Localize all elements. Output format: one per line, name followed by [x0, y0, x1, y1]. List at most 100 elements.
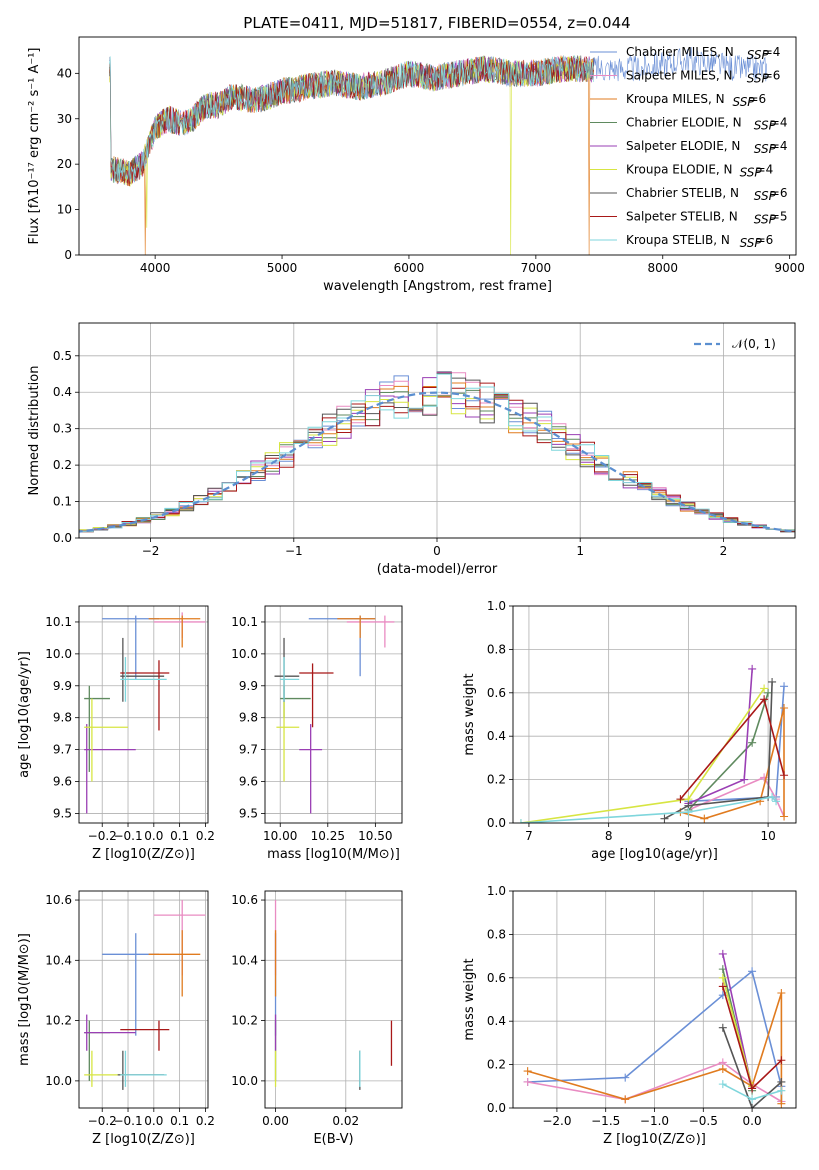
plot-area	[79, 371, 795, 534]
legend-value: =4	[770, 116, 788, 130]
y-tick-label: 9.8	[53, 711, 72, 725]
x-axis-label: mass [log10(M/M⊙)]	[267, 847, 400, 862]
panel-mass-vs-EBV: 0.00 0.02 10.0 10.2 10.4 10.6 E(B-V)	[231, 890, 403, 1147]
legend-label: Kroupa MILES, N	[626, 92, 725, 106]
normal-curve	[79, 391, 795, 533]
weight-marker	[676, 795, 685, 804]
x-tick-label: −0.5	[689, 1114, 718, 1128]
weight-marker	[718, 982, 727, 991]
weight-marker	[777, 1056, 786, 1065]
axes: 4000 5000 6000 7000 8000 9000 0 10 20 30 40 wavelen…	[27, 36, 805, 294]
weight-marker	[760, 684, 769, 693]
y-tick-label: 9.5	[53, 806, 72, 820]
y-tick-label: 10.1	[231, 615, 258, 629]
x-axis-label: Z [log10(Z/Z⊙)]	[603, 1132, 706, 1147]
y-tick-label: 0.0	[487, 1101, 506, 1115]
y-tick-label: 1.0	[487, 884, 506, 898]
y-tick-label: 10.2	[231, 1014, 258, 1028]
x-tick-label: 5000	[267, 261, 298, 275]
panel-mass-vs-Z: −0.2−0.1 0.0 0.1 0.2 10.0 10.2 10.4 10.6 Z [log1…	[17, 890, 215, 1147]
weight-marker	[772, 797, 781, 806]
y-tick-label: 9.6	[53, 775, 72, 789]
x-tick-label: 7	[525, 829, 533, 843]
panel-age-vs-mass: 10.00 10.25 10.50 9.5 9.6 9.7 9.8 9.9 10.0 10.1 ma…	[231, 605, 403, 862]
weight-marker	[684, 808, 693, 817]
weight-marker	[718, 973, 727, 982]
axes-frame	[512, 890, 797, 1109]
x-tick-label: −0.2	[88, 1114, 117, 1128]
legend-value: =6	[763, 69, 781, 83]
y-tick-label: 0.0	[487, 816, 506, 830]
legend-label: Chabrier STELIB, N	[626, 186, 739, 200]
grid	[79, 891, 208, 1108]
y-tick-label: 30	[57, 112, 72, 126]
y-tick-label: 0.8	[487, 927, 506, 941]
weight-marker	[748, 1084, 757, 1093]
x-tick-label: 10.50	[358, 829, 392, 843]
legend-value: =4	[756, 163, 774, 177]
y-tick-label: 0.2	[487, 773, 506, 787]
panel-residuals: −2 −1 0 1 2 0.0 0.1 0.2 0.3 0.4 0.5 (data-model)/er…	[27, 322, 796, 577]
y-tick-label: 9.5	[239, 806, 258, 820]
y-axis-label: Normed distribution	[27, 366, 42, 496]
legend-subscript: SSP	[747, 72, 770, 86]
x-tick-label: 1	[576, 544, 584, 558]
weight-marker	[777, 988, 786, 997]
plot-area	[84, 900, 206, 1090]
y-tick-label: 10.0	[231, 647, 258, 661]
weight-marker	[621, 1095, 630, 1104]
y-tick-label: 0.1	[53, 495, 72, 509]
axes: −0.2−0.1 0.0 0.1 0.2 9.5 9.6 9.7 9.8 9.9 10.0 10.1…	[17, 605, 215, 862]
y-tick-label: 10	[57, 203, 72, 217]
spectrum-line	[109, 55, 594, 187]
y-tick-label: 0.5	[53, 349, 72, 363]
legend-value: =4	[770, 139, 788, 153]
y-tick-label: 9.7	[53, 743, 72, 757]
legend: 𝒩(0, 1)	[694, 337, 776, 351]
plot-area	[523, 949, 786, 1108]
legend-value: =6	[770, 186, 788, 200]
x-tick-label: −2.0	[542, 1114, 571, 1128]
weight-marker	[780, 812, 789, 821]
weight-marker	[748, 738, 757, 747]
panel-spectrum: 4000 5000 6000 7000 8000 9000 0 10 20 30 40 wavelen…	[27, 36, 805, 294]
y-tick-label: 10.6	[45, 893, 72, 907]
x-tick-label: 6000	[394, 261, 425, 275]
y-tick-label: 10.0	[45, 1074, 72, 1088]
y-tick-label: 9.8	[239, 711, 258, 725]
weight-marker	[516, 819, 525, 823]
weight-marker	[740, 775, 749, 784]
legend-subscript: SSP	[754, 119, 777, 133]
weight-line	[520, 688, 765, 823]
x-tick-label: −1.5	[591, 1114, 620, 1128]
weight-marker	[768, 677, 777, 686]
x-axis-label: E(B-V)	[313, 1132, 353, 1147]
weight-marker	[748, 967, 757, 976]
x-tick-label: 2	[720, 544, 728, 558]
grid	[513, 605, 796, 824]
x-tick-label: −0.1	[113, 1114, 142, 1128]
weight-line	[722, 977, 753, 1087]
y-tick-label: 0.4	[487, 1014, 506, 1028]
legend-subscript: SSP	[754, 142, 777, 156]
axes: −2 −1 0 1 2 0.0 0.1 0.2 0.3 0.4 0.5 (data-model)/er…	[27, 322, 796, 577]
y-tick-label: 20	[57, 157, 72, 171]
panel-age-vs-Z: −0.2−0.1 0.0 0.1 0.2 9.5 9.6 9.7 9.8 9.9 10.0 10.1…	[17, 605, 215, 862]
axes-frame	[264, 890, 403, 1109]
y-tick-label: 9.9	[53, 679, 72, 693]
x-tick-label: 0	[433, 544, 441, 558]
weight-line	[527, 992, 783, 1104]
y-tick-label: 0.4	[53, 385, 72, 399]
legend-label: Salpeter MILES, N	[626, 69, 733, 83]
weight-marker	[718, 1064, 727, 1073]
y-axis-label: Flux [fλ10⁻¹⁷ erg cm⁻² s⁻¹ A⁻¹]	[27, 48, 42, 245]
legend-value: =6	[756, 233, 774, 247]
legend-label: Salpeter ELODIE, N	[626, 139, 740, 153]
weight-marker	[523, 1067, 532, 1076]
x-tick-label: 0.02	[332, 1114, 359, 1128]
x-tick-label: −2	[142, 544, 160, 558]
x-axis-label: (data-model)/error	[377, 562, 498, 577]
grid	[513, 890, 796, 1109]
x-tick-label: 9000	[774, 261, 805, 275]
